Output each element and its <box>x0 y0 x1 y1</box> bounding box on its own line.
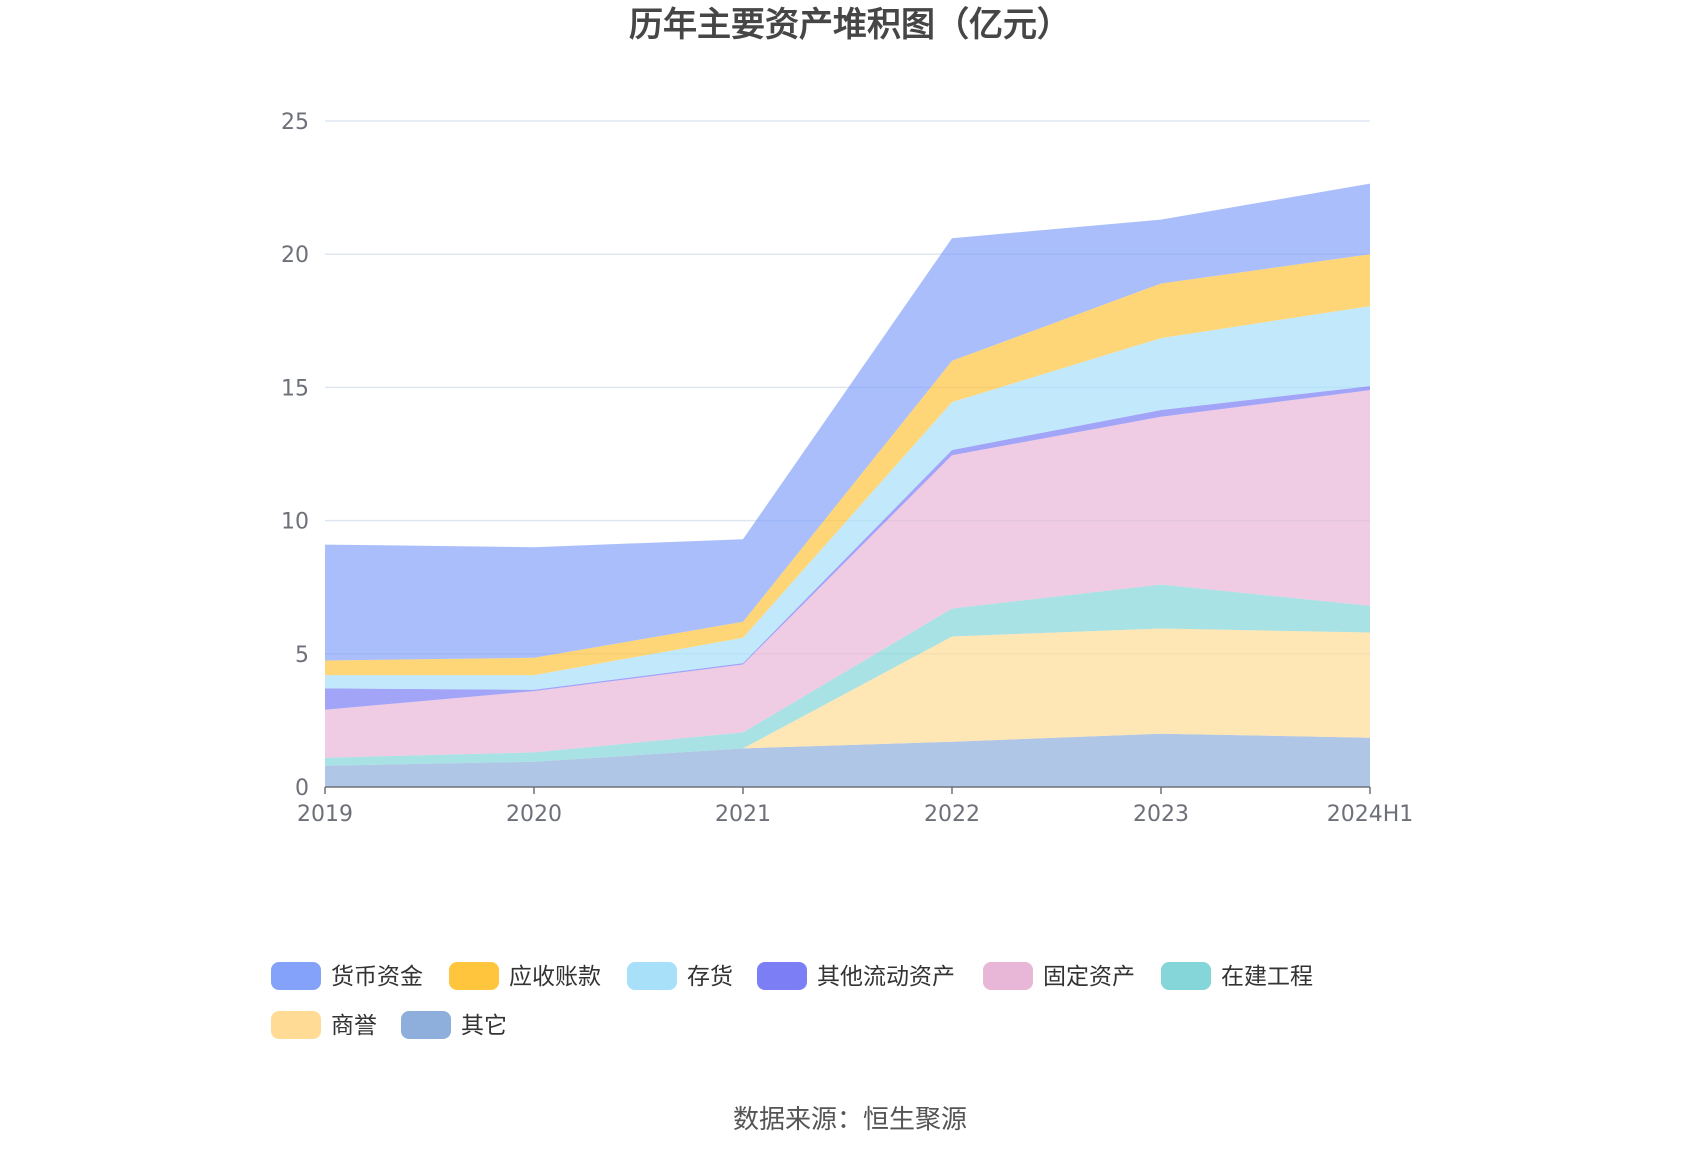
y-tick-label: 5 <box>295 643 309 668</box>
axes: 2019 2020 2021 2022 2023 2024H1 <box>297 786 1414 827</box>
x-tick-label: 2023 <box>1133 802 1189 827</box>
area-固定资产 <box>325 390 1370 758</box>
x-tick-label: 2022 <box>924 802 980 827</box>
y-tick-label: 25 <box>281 110 309 135</box>
legend-label: 其他流动资产 <box>817 964 955 990</box>
legend-item[interactable]: 存货 <box>627 962 733 990</box>
area-series <box>325 183 1370 787</box>
legend-swatch <box>401 1011 451 1039</box>
legend-swatch <box>1161 962 1211 990</box>
legend-swatch <box>757 962 807 990</box>
area-在建工程 <box>325 584 1370 766</box>
y-tick-label: 15 <box>281 376 309 401</box>
legend-item[interactable]: 应收账款 <box>449 962 601 990</box>
legend-swatch <box>983 962 1033 990</box>
area-应收账款 <box>325 254 1370 676</box>
y-tick-label: 20 <box>281 243 309 268</box>
legend-label: 存货 <box>687 964 733 990</box>
legend-swatch <box>627 962 677 990</box>
legend-swatch <box>271 962 321 990</box>
x-tick-label: 2019 <box>297 802 353 827</box>
data-source: 数据来源：恒生聚源 <box>733 1105 967 1135</box>
chart-title: 历年主要资产堆积图（亿元） <box>629 5 1071 45</box>
legend-label: 固定资产 <box>1043 964 1135 990</box>
legend-item[interactable]: 在建工程 <box>1161 962 1313 990</box>
legend-item[interactable]: 其它 <box>401 1011 507 1039</box>
legend-item[interactable]: 货币资金 <box>271 962 423 990</box>
legend-swatch <box>449 962 499 990</box>
area-其它 <box>325 733 1370 787</box>
legend-swatch <box>271 1011 321 1039</box>
area-存货 <box>325 306 1370 690</box>
legend-label: 商誉 <box>331 1013 377 1039</box>
legend-label: 其它 <box>461 1013 507 1039</box>
legend-item[interactable]: 商誉 <box>271 1011 377 1039</box>
y-tick-label: 10 <box>281 510 309 535</box>
legend-label: 应收账款 <box>509 964 601 990</box>
legend-item[interactable]: 其他流动资产 <box>757 962 955 990</box>
area-货币资金 <box>325 183 1370 661</box>
x-tick-label: 2020 <box>506 802 562 827</box>
x-tick-label: 2021 <box>715 802 771 827</box>
area-商誉 <box>325 628 1370 766</box>
legend-label: 货币资金 <box>331 964 423 990</box>
x-tick-label: 2024H1 <box>1327 802 1414 827</box>
legend-item[interactable]: 固定资产 <box>983 962 1135 990</box>
y-tick-label: 0 <box>295 776 309 801</box>
legend-label: 在建工程 <box>1221 964 1313 990</box>
